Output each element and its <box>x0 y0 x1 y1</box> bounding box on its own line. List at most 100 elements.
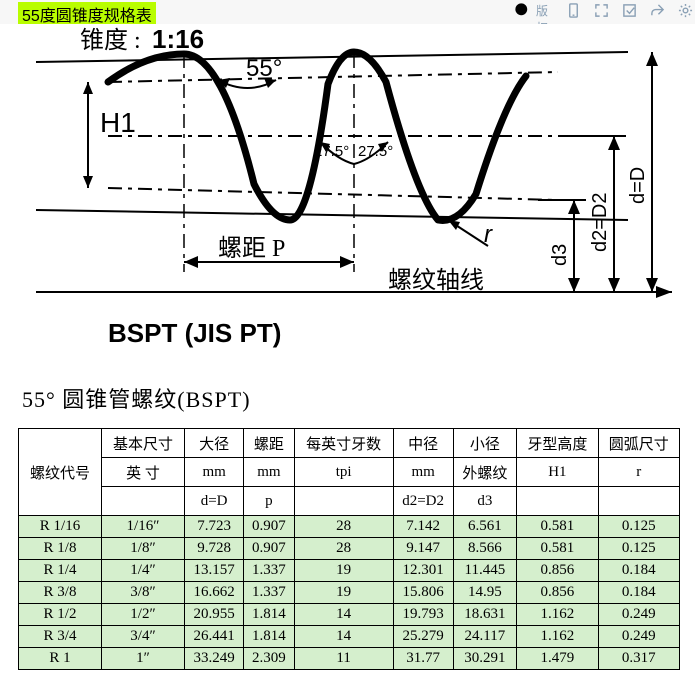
table-header-cell: mm <box>185 458 244 487</box>
table-cell: 20.955 <box>185 604 244 626</box>
table-cell: 0.125 <box>598 538 679 560</box>
table-row: R 1/41/4″13.1571.3371912.30111.4450.8560… <box>19 560 680 582</box>
table-cell: 1/16″ <box>102 516 185 538</box>
table-cell: 13.157 <box>185 560 244 582</box>
content-area: 锥度 : 1:16 H1 <box>0 24 695 688</box>
table-cell: 12.301 <box>393 560 453 582</box>
table-cell: 1/8″ <box>102 538 185 560</box>
table-row: R 11″33.2492.3091131.7730.2911.4790.317 <box>19 648 680 670</box>
table-header-cell: 小径 <box>453 429 517 458</box>
table-cell: 14 <box>294 604 393 626</box>
table-cell: 8.566 <box>453 538 517 560</box>
table-cell: 0.907 <box>244 516 294 538</box>
dD-label: d=D <box>627 167 649 204</box>
table-cell: 33.249 <box>185 648 244 670</box>
table-cell: 3/8″ <box>102 582 185 604</box>
phone-icon[interactable] <box>566 3 581 18</box>
d3-label: d3 <box>549 244 571 266</box>
table-cell: 7.723 <box>185 516 244 538</box>
angle-l: 27.5° <box>314 143 349 160</box>
table-cell: 3/4″ <box>102 626 185 648</box>
table-cell: 11 <box>294 648 393 670</box>
table-cell: 9.728 <box>185 538 244 560</box>
table-cell: 15.806 <box>393 582 453 604</box>
table-cell: 28 <box>294 516 393 538</box>
table-row: R 1/161/16″7.7230.907287.1426.5610.5810.… <box>19 516 680 538</box>
expand-icon[interactable] <box>594 3 609 18</box>
table-cell: 0.249 <box>598 604 679 626</box>
table-cell: 1.814 <box>244 626 294 648</box>
table-cell: R 1/16 <box>19 516 102 538</box>
angle-55: 55° <box>246 55 282 82</box>
table-cell: 1.337 <box>244 582 294 604</box>
table-row: R 1/81/8″9.7280.907289.1478.5660.5810.12… <box>19 538 680 560</box>
table-cell: R 3/8 <box>19 582 102 604</box>
table-cell: 7.142 <box>393 516 453 538</box>
table-cell: 19 <box>294 560 393 582</box>
table-header-cell: 外螺纹 <box>453 458 517 487</box>
table-cell: 19 <box>294 582 393 604</box>
table-cell: 1.162 <box>517 626 598 648</box>
spec-table: 螺纹代号基本尺寸大径螺距每英寸牙数中径小径牙型高度圆弧尺寸 英 寸mmmmtpi… <box>18 428 680 670</box>
table-cell: 1.337 <box>244 560 294 582</box>
table-header-cell: 圆弧尺寸 <box>598 429 679 458</box>
table-cell: 18.631 <box>453 604 517 626</box>
table-row: R 3/83/8″16.6621.3371915.80614.950.8560.… <box>19 582 680 604</box>
table-cell: 1.479 <box>517 648 598 670</box>
section-title: 55° 圆锥管螺纹(BSPT) <box>22 382 695 414</box>
table-cell: 25.279 <box>393 626 453 648</box>
table-cell: 31.77 <box>393 648 453 670</box>
table-cell: 2.309 <box>244 648 294 670</box>
table-cell: 26.441 <box>185 626 244 648</box>
table-cell: R 3/4 <box>19 626 102 648</box>
table-cell: 14.95 <box>453 582 517 604</box>
table-header-cell: 大径 <box>185 429 244 458</box>
table-header-cell: 中径 <box>393 429 453 458</box>
table-header-cell: d=D <box>185 487 244 516</box>
table-cell: 1.814 <box>244 604 294 626</box>
table-cell: 0.581 <box>517 538 598 560</box>
r-label: r <box>484 221 493 248</box>
table-cell: 24.117 <box>453 626 517 648</box>
table-cell: 0.907 <box>244 538 294 560</box>
h1-label: H1 <box>100 107 136 138</box>
table-header-cell: 基本尺寸 <box>102 429 185 458</box>
table-cell: 1.162 <box>517 604 598 626</box>
table-header-cell: H1 <box>517 458 598 487</box>
table-cell: R 1 <box>19 648 102 670</box>
table-header-cell <box>517 487 598 516</box>
table-header-cell: d2=D2 <box>393 487 453 516</box>
table-header-cell: 英 寸 <box>102 458 185 487</box>
table-cell: 16.662 <box>185 582 244 604</box>
table-cell: 0.249 <box>598 626 679 648</box>
bspt-label: BSPT (JIS PT) <box>108 318 281 349</box>
d2D2-label: d2=D2 <box>589 193 611 253</box>
save-icon[interactable] <box>622 3 637 18</box>
table-cell: 0.184 <box>598 560 679 582</box>
table-cell: R 1/2 <box>19 604 102 626</box>
table-cell: 0.317 <box>598 648 679 670</box>
table-cell: 28 <box>294 538 393 560</box>
table-cell: 9.147 <box>393 538 453 560</box>
table-row: R 3/43/4″26.4411.8141425.27924.1171.1620… <box>19 626 680 648</box>
share-icon[interactable] <box>650 3 665 18</box>
table-cell: 0.856 <box>517 560 598 582</box>
toolbar-actions: 查版权 <box>513 0 693 20</box>
table-cell: 1″ <box>102 648 185 670</box>
gear-icon[interactable] <box>678 3 693 18</box>
table-cell: R 1/8 <box>19 538 102 560</box>
thread-diagram: 锥度 : 1:16 H1 <box>18 24 678 354</box>
table-header-cell: 每英寸牙数 <box>294 429 393 458</box>
table-cell: 11.445 <box>453 560 517 582</box>
table-header-cell <box>598 487 679 516</box>
table-header-cell: 螺纹代号 <box>19 429 102 516</box>
table-cell: 1/4″ <box>102 560 185 582</box>
table-header-cell: 螺距 <box>244 429 294 458</box>
taper-label: 锥度 : <box>80 27 141 54</box>
axis-label: 螺纹轴线 <box>388 267 484 294</box>
table-header-cell <box>294 487 393 516</box>
table-header-cell: 牙型高度 <box>517 429 598 458</box>
table-cell: 1/2″ <box>102 604 185 626</box>
page-title: 55度圆锥度规格表 <box>18 2 156 26</box>
taper-value: 1:16 <box>152 24 204 54</box>
